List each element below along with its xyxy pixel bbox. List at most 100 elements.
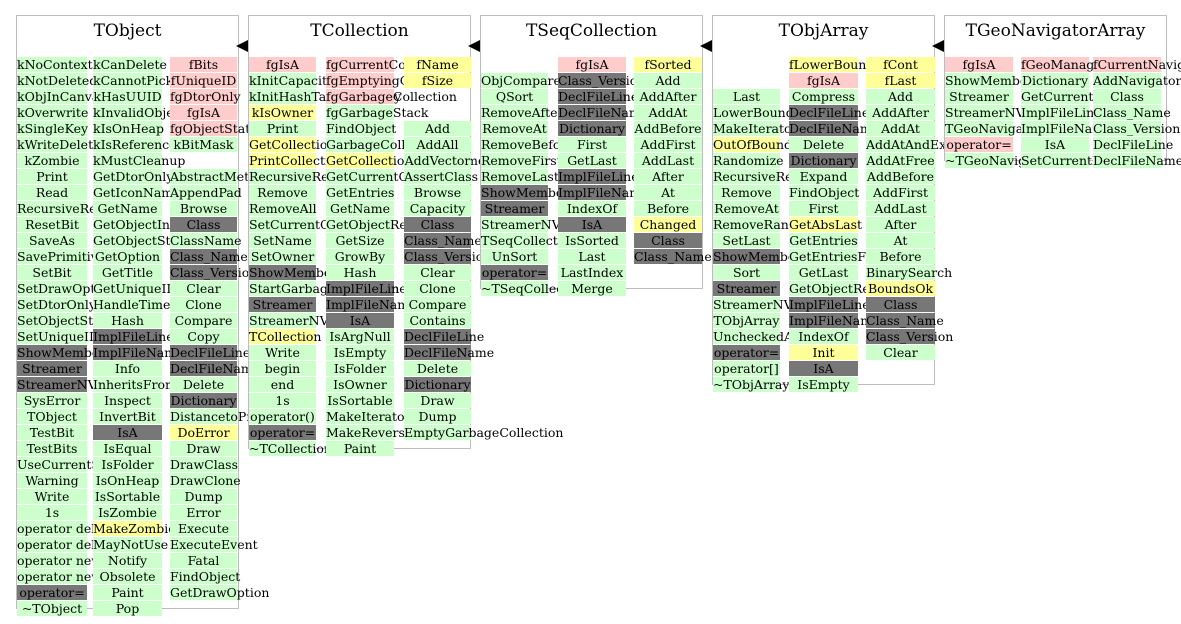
member-fgisa[interactable]: fgIsA [170,105,237,120]
member-getcollectionentryname[interactable]: GetCollectionEntryName [326,153,485,168]
member-getabslast[interactable]: GetAbsLast [789,217,863,232]
member-sort[interactable]: Sort [713,265,780,280]
member-declfileline[interactable]: DeclFileLine [404,329,485,344]
member-fbits[interactable]: fBits [170,57,237,72]
member-makeiterator[interactable]: MakeIterator [713,121,798,136]
member-class-name[interactable]: Class_Name [866,313,944,328]
member-delete[interactable]: Delete [404,361,471,376]
member-kobjincanvas[interactable]: kObjInCanvas [17,89,106,104]
member-garbagecollect[interactable]: GarbageCollect [326,137,425,152]
member-classname[interactable]: ClassName [170,233,242,248]
member-kbitmask[interactable]: kBitMask [170,137,237,152]
member-testbits[interactable]: TestBits [17,441,87,456]
member-draw[interactable]: Draw [170,441,237,456]
member-declfileline[interactable]: DeclFileLine [789,105,870,120]
member-declfilename[interactable]: DeclFileName [170,361,261,376]
member-kinvalidobject[interactable]: kInvalidObject [93,105,186,120]
member-saveas[interactable]: SaveAs [17,233,87,248]
member-kisreferenced[interactable]: kIsReferenced [93,137,185,152]
member-removebefore[interactable]: RemoveBefore [481,137,574,152]
member-clear[interactable]: Clear [866,345,935,360]
member-declfileline[interactable]: DeclFileLine [170,345,251,360]
member-isequal[interactable]: IsEqual [93,441,162,456]
member-unsort[interactable]: UnSort [481,249,548,264]
member-operator[interactable]: operator= [249,425,316,440]
member-paint[interactable]: Paint [326,441,394,456]
member-execute[interactable]: Execute [170,521,237,536]
member-setuniqueid[interactable]: SetUniqueID [17,329,99,344]
member-isowner[interactable]: IsOwner [326,377,394,392]
member-addatandexpand[interactable]: AddAtAndExpand [866,137,978,152]
member-setdrawoption[interactable]: SetDrawOption [17,281,115,296]
member-after[interactable]: After [634,169,702,184]
member-addat[interactable]: AddAt [866,121,935,136]
member-after[interactable]: After [866,217,935,232]
member-tseqcollection[interactable]: TSeqCollection [481,233,578,248]
member-implfilename[interactable]: ImplFileName [558,185,649,200]
member-first[interactable]: First [789,201,858,216]
member-getentries[interactable]: GetEntries [789,233,858,248]
member-compare[interactable]: Compare [404,297,471,312]
member-class-name[interactable]: Class_Name [1093,105,1171,120]
member-clone[interactable]: Clone [404,281,471,296]
member-last[interactable]: Last [713,89,780,104]
member-isonheap[interactable]: IsOnHeap [93,473,162,488]
member-hash[interactable]: Hash [326,265,394,280]
member-showmembers[interactable]: ShowMembers [713,249,808,264]
member-delete[interactable]: Delete [170,377,237,392]
member-lastindex[interactable]: LastIndex [558,265,626,280]
member-operator[interactable]: operator= [17,585,87,600]
member-getcurrentcollection[interactable]: GetCurrentCollection [326,169,463,184]
member-setobjectstat[interactable]: SetObjectStat [17,313,106,328]
member-removeat[interactable]: RemoveAt [713,201,780,216]
member-operator-delete[interactable]: operator delete [17,521,116,536]
member-binarysearch[interactable]: BinarySearch [866,265,953,280]
member-getsize[interactable]: GetSize [326,233,394,248]
member-implfileline[interactable]: ImplFileLine [1021,105,1102,120]
member-operator[interactable]: operator= [481,265,548,280]
member-iszombie[interactable]: IsZombie [93,505,162,520]
member-fatal[interactable]: Fatal [170,553,237,568]
member-getname[interactable]: GetName [326,201,394,216]
member-knotdeleted[interactable]: kNotDeleted [17,73,98,88]
member-first[interactable]: First [558,137,626,152]
member-executeevent[interactable]: ExecuteEvent [170,537,258,552]
member-uncheckedat[interactable]: UncheckedAt [713,329,798,344]
member-distancetoprimitive[interactable]: DistancetoPrimitive [170,409,296,424]
member-declfilename[interactable]: DeclFileName [789,121,880,136]
member-tobject[interactable]: TObject [17,409,87,424]
member-1s[interactable]: 1s [249,393,316,408]
member-showmembers[interactable]: ShowMembers [945,73,1040,88]
member-dictionary[interactable]: Dictionary [558,121,626,136]
member-class[interactable]: Class [866,297,935,312]
member-drawclass[interactable]: DrawClass [170,457,238,472]
member-startgarbagecollection[interactable]: StartGarbageCollection [249,281,400,296]
member-getentriesfast[interactable]: GetEntriesFast [789,249,885,264]
member-randomize[interactable]: Randomize [713,153,784,168]
member-streamernvirtual[interactable]: StreamerNVirtual [713,297,827,312]
member-class[interactable]: Class [1093,89,1161,104]
member-fgobjectstat[interactable]: fgObjectStat [170,121,251,136]
member-addatfree[interactable]: AddAtFree [866,153,935,168]
member-qsort[interactable]: QSort [481,89,548,104]
member-issortable[interactable]: IsSortable [326,393,394,408]
member-contains[interactable]: Contains [404,313,471,328]
member-isempty[interactable]: IsEmpty [326,345,394,360]
member-class-version[interactable]: Class_Version [1093,121,1181,136]
member-compress[interactable]: Compress [789,89,858,104]
member-write[interactable]: Write [249,345,316,360]
member-khasuuid[interactable]: kHasUUID [93,89,162,104]
member-emptygarbagecollection[interactable]: EmptyGarbageCollection [404,425,564,440]
member-streamernvirtual[interactable]: StreamerNVirtual [945,105,1059,120]
member-class-name[interactable]: Class_Name [634,249,712,264]
member-addbefore[interactable]: AddBefore [866,169,935,184]
member-class-name[interactable]: Class_Name [170,249,248,264]
member-tobjarray[interactable]: ~TObjArray [713,377,790,392]
member-kinithashtablecapacity[interactable]: kInitHashTableCapacity [249,89,401,104]
member-issortable[interactable]: IsSortable [93,489,162,504]
member-hash[interactable]: Hash [93,313,162,328]
member-findobject[interactable]: FindObject [326,121,397,136]
member-fsorted[interactable]: fSorted [634,57,702,72]
member-removelast[interactable]: RemoveLast [481,169,559,184]
member-class-version[interactable]: Class_Version [404,249,492,264]
